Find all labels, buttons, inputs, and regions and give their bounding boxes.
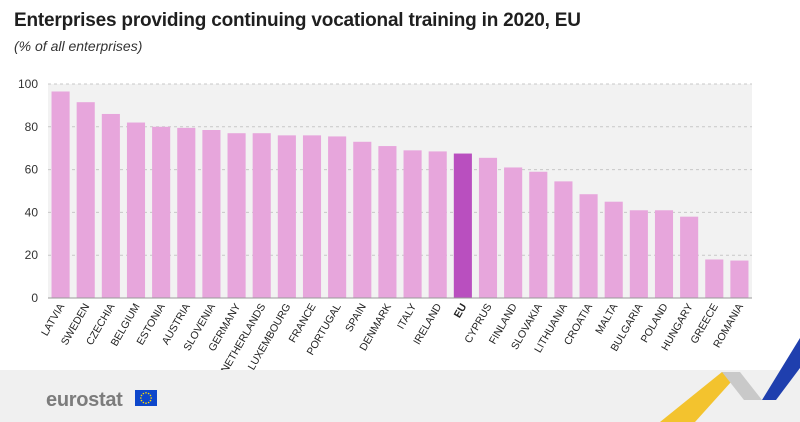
y-tick-label: 0 [31, 291, 38, 305]
bar-netherlands [252, 133, 271, 298]
bar-chart: 020406080100LATVIASWEDENCZECHIABELGIUMES… [18, 77, 752, 375]
flag-star [140, 394, 143, 397]
bar-denmark [378, 146, 397, 298]
eurostat-logo: eurostat [46, 389, 123, 411]
bar-malta [604, 201, 623, 298]
bar-lithuania [554, 181, 573, 298]
y-tick-label: 100 [18, 77, 38, 91]
bar-bulgaria [629, 210, 648, 298]
bar-portugal [328, 136, 347, 298]
blue-stripe [744, 338, 800, 400]
bar-eu [453, 153, 472, 298]
flag-star [142, 401, 145, 404]
bar-italy [403, 150, 422, 298]
bar-estonia [152, 126, 171, 298]
footer-bar [0, 370, 800, 422]
bar-slovenia [202, 130, 221, 298]
y-tick-label: 20 [25, 248, 39, 262]
bar-ireland [428, 151, 447, 298]
chart-title: Enterprises providing continuing vocatio… [14, 10, 581, 31]
chart-subtitle: (% of all enterprises) [14, 38, 143, 54]
bar-hungary [680, 216, 699, 298]
flag-star [140, 399, 143, 402]
bar-sweden [76, 102, 95, 298]
yellow-stripe [660, 372, 740, 422]
y-tick-label: 60 [25, 163, 39, 177]
x-tick-label: MALTA [593, 302, 620, 337]
bar-cyprus [478, 157, 498, 298]
flag-star [145, 392, 147, 394]
flag-star [142, 392, 145, 395]
bar-czechia [101, 113, 120, 299]
grey-stripe [722, 372, 762, 400]
bar-austria [177, 127, 196, 298]
bar-spain [353, 141, 372, 298]
flag-star [145, 402, 147, 404]
x-tick-label: EU [452, 302, 470, 321]
bar-belgium [126, 122, 146, 298]
y-tick-label: 80 [25, 120, 39, 134]
y-tick-label: 40 [25, 205, 39, 219]
bar-latvia [51, 91, 70, 299]
bar-france [302, 135, 322, 298]
bar-croatia [579, 194, 598, 298]
flag-star [150, 397, 152, 399]
bar-luxembourg [277, 135, 296, 298]
x-tick-label: ITALY [395, 302, 419, 332]
flag-star [140, 397, 142, 399]
chart-area: 0 20 40 60 80 100 LATVIA SWEDEN CZECHIA BELGIUM ES… [0, 70, 800, 375]
flag-star [149, 394, 152, 397]
eu-flag-icon [135, 390, 157, 406]
flag-star [147, 401, 150, 404]
flag-star [147, 392, 150, 395]
x-tick-label: SPAIN [343, 302, 369, 335]
bar-slovakia [529, 171, 548, 298]
bar-germany [227, 133, 246, 298]
bar-poland [654, 210, 674, 298]
flag-star [149, 399, 152, 402]
bar-romania [730, 260, 749, 298]
bar-greece [705, 259, 724, 298]
bar-finland [504, 167, 523, 298]
corner-decoration [660, 338, 800, 422]
